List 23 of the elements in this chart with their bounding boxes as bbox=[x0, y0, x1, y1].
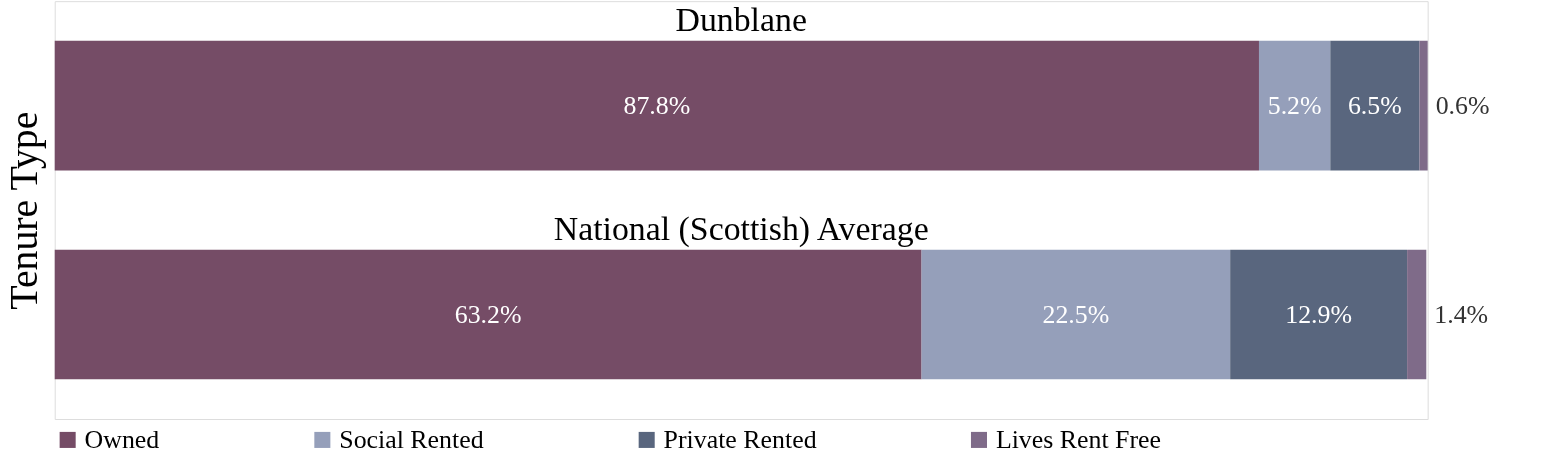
legend-label: Social Rented bbox=[339, 424, 484, 454]
data-label: 22.5% bbox=[1042, 299, 1110, 329]
data-label: 12.9% bbox=[1285, 299, 1353, 329]
y-axis-title: Tenure Type bbox=[2, 111, 47, 310]
bar bbox=[1407, 249, 1427, 380]
y-tick-label: Dunblane bbox=[675, 1, 807, 39]
bar bbox=[921, 249, 1231, 380]
bar bbox=[1258, 40, 1331, 171]
legend-label: Owned bbox=[84, 424, 160, 454]
data-label: 0.6% bbox=[1435, 90, 1490, 120]
data-label: 63.2% bbox=[454, 299, 522, 329]
y-tick-label: National (Scottish) Average bbox=[553, 209, 929, 248]
bar bbox=[1419, 40, 1428, 171]
bar bbox=[54, 249, 922, 380]
legend-label: Lives Rent Free bbox=[995, 424, 1162, 454]
data-label: 6.5% bbox=[1347, 90, 1402, 120]
bar bbox=[54, 40, 1259, 171]
data-label: 87.8% bbox=[623, 90, 691, 120]
bar bbox=[1330, 40, 1420, 171]
bar bbox=[1230, 249, 1408, 380]
data-label: 1.4% bbox=[1434, 299, 1489, 329]
data-label: 5.2% bbox=[1267, 90, 1322, 120]
legend-label: Private Rented bbox=[663, 424, 817, 454]
